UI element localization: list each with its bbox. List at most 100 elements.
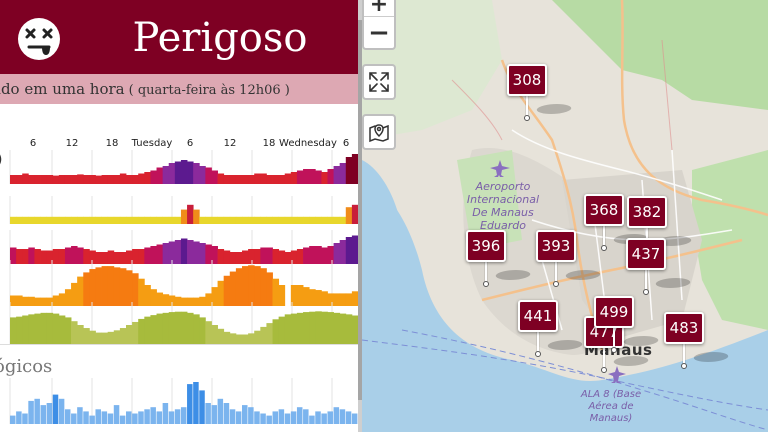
rain-forecast-bar (327, 411, 333, 424)
rain-forecast-bar (333, 407, 340, 424)
fullscreen-button[interactable] (362, 64, 396, 100)
panel-scrollbar[interactable] (358, 0, 362, 432)
rain-forecast-bar (64, 409, 71, 424)
aqi-row-1-bar (211, 170, 218, 184)
aqi-row-3-bar (107, 250, 115, 264)
aqi-row-1-bar (345, 157, 353, 184)
aqi-row-1-bar (242, 175, 249, 184)
rain-forecast-bar (242, 405, 248, 424)
aqi-station-marker[interactable]: 396 (466, 230, 533, 288)
panel-scroll-thumb[interactable] (358, 20, 362, 400)
rain-forecast-bar (40, 405, 47, 424)
rain-forecast-bar (46, 403, 53, 424)
aqi-row-3-bar (119, 252, 127, 264)
aqi-station-marker[interactable]: 393 (536, 230, 603, 288)
aqi-row-3-bar (10, 247, 17, 264)
aqi-row-3-bar (333, 243, 341, 264)
aqi-row-3-bar (223, 250, 231, 264)
aqi-row-1-bar (229, 175, 237, 184)
rain-forecast-bar (71, 413, 77, 424)
aqi-station-marker[interactable]: 499 (594, 296, 661, 354)
aqi-row-3-bar (71, 246, 78, 264)
aqi-row-1-bar (339, 163, 347, 184)
temperature-row-bar (211, 287, 218, 306)
aqi-row-2-bar (321, 216, 328, 224)
temperature-row-bar (16, 295, 23, 306)
rain-forecast-bar (95, 409, 101, 424)
aqi-row-1-bar (144, 172, 151, 184)
aqi-row-3-bar (327, 246, 334, 264)
temperature-row-bar (187, 297, 194, 306)
temperature-row-bar (64, 289, 72, 306)
humidity-row-bar (345, 314, 353, 344)
humidity-row-bar (321, 311, 328, 344)
temperature-row-bar (89, 269, 96, 306)
temperature-row-bar (119, 268, 127, 306)
timeline-label: 18 (262, 138, 276, 149)
humidity-row-bar (52, 313, 60, 344)
zoom-in-button[interactable]: + (364, 0, 394, 17)
temperature-row-bar (193, 297, 200, 306)
update-info-bar: ado em uma hora( quarta-feira às 12h06 ) (0, 74, 358, 104)
aqi-station-marker[interactable]: 308 (507, 64, 574, 122)
update-time: ( quarta-feira às 12h06 ) (128, 83, 290, 98)
aqi-row-2-bar (235, 216, 243, 224)
aqi-station-marker[interactable]: 437 (626, 238, 693, 296)
temperature-row-bar (144, 285, 151, 306)
aqi-row-2-bar (296, 216, 304, 224)
timeline-label: Tuesday (131, 138, 173, 149)
aqi-status-header: Perigoso (0, 0, 358, 74)
temperature-row-bar (174, 296, 182, 306)
temperature-row-bar (22, 296, 29, 306)
timeline-label: 6 (29, 138, 37, 149)
temperature-row-bar (272, 278, 280, 306)
temperature-row-bar (339, 293, 347, 306)
aqi-station-marker[interactable]: 441 (518, 300, 585, 358)
timeline-label: 12 (65, 138, 79, 149)
aqi-row-2-bar (34, 216, 41, 224)
rain-forecast-bar (113, 405, 120, 424)
rain-forecast-bar (296, 407, 303, 424)
aqi-row-3-bar (83, 249, 90, 264)
temperature-row-bar (333, 293, 341, 306)
marker-anchor-dot (611, 347, 617, 353)
aqi-row-2-bar (351, 204, 358, 224)
map-layers-button[interactable] (362, 114, 396, 150)
aqi-row-1-bar (10, 175, 17, 184)
temperature-row-bar (10, 295, 17, 306)
aqi-row-1-bar (71, 175, 78, 184)
marker-aqi-value: 368 (584, 194, 624, 226)
aqi-row-3-bar (52, 249, 60, 264)
humidity-row-bar (290, 313, 298, 344)
aqi-row-1-bar (351, 154, 358, 184)
airbase-map-label: ALA 8 (Base Aérea de Manaus) (580, 389, 642, 424)
aqi-map[interactable]: Aeroporto Internacional De Manaus Eduard… (362, 0, 768, 432)
marker-stem (526, 95, 528, 117)
aqi-station-marker[interactable]: 382 (627, 196, 694, 254)
aqi-row-3-bar (40, 250, 48, 264)
aqi-station-marker[interactable]: 483 (664, 312, 731, 370)
humidity-row-bar (40, 312, 48, 344)
zoom-out-button[interactable]: − (368, 17, 390, 48)
temperature-row-bar (168, 295, 176, 306)
aqi-row-1-bar (290, 172, 298, 184)
temperature-row-bar (113, 267, 121, 306)
timeline-label: 12 (223, 138, 237, 149)
aqi-row-2-bar (144, 216, 151, 224)
aqi-row-1-bar (107, 175, 115, 184)
aqi-station-marker[interactable]: 368 (584, 194, 651, 252)
aqi-row-3-bar (126, 250, 133, 264)
rain-forecast-bar (150, 407, 156, 424)
aqi-row-1-bar (223, 175, 231, 184)
aqi-row-1-bar (327, 169, 334, 184)
aqi-row-2-bar (211, 216, 218, 224)
rain-forecast-bar (144, 409, 150, 424)
aqi-row-2-bar (284, 216, 292, 224)
marker-stem (645, 269, 647, 291)
rain-forecast-bar (138, 411, 144, 424)
temperature-row-bar (83, 272, 90, 306)
humidity-row-bar (303, 312, 310, 344)
aqi-row-3-bar (187, 240, 194, 264)
humidity-row-bar (119, 328, 127, 344)
marker-anchor-dot (601, 245, 607, 251)
